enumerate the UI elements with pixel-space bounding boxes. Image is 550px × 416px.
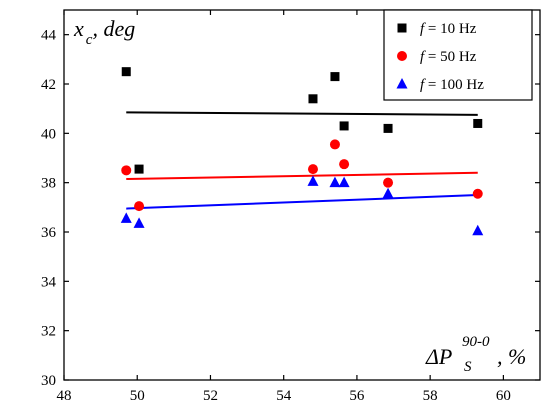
circle-point (307, 164, 318, 175)
square-point (339, 121, 349, 131)
square-point (121, 67, 131, 77)
triangle-point (133, 217, 145, 228)
square-point (308, 94, 318, 104)
circle-point (383, 177, 394, 188)
square-point (383, 123, 393, 133)
y-tick-label: 36 (41, 225, 57, 241)
circle-point (121, 165, 132, 176)
y-axis-title-suffix: , deg (92, 16, 135, 41)
triangle-point (120, 212, 132, 223)
y-tick-label: 44 (41, 28, 57, 44)
triangle-point (472, 224, 484, 236)
fit-line (126, 111, 478, 116)
fit-line (126, 171, 478, 180)
y-tick-label: 32 (41, 324, 56, 340)
circle-point (339, 159, 350, 170)
y-axis-ticks: 30 32 34 36 38 40 42 44 (41, 28, 540, 389)
legend: f = 10 Hz f = 50 Hz f = 100 Hz (383, 9, 533, 101)
circle-point (329, 139, 340, 150)
plot-frame (63, 9, 541, 381)
fit-lines (126, 111, 478, 210)
y-tick-label: 42 (41, 77, 56, 93)
y-tick-label: 38 (41, 176, 56, 192)
legend-marker (396, 78, 408, 89)
circle-point (134, 201, 145, 212)
square-point (330, 72, 340, 82)
x-tick-label: 56 (349, 388, 365, 404)
legend-label: f = 100 Hz (420, 77, 484, 93)
x-axis-title-superscript: 90-0 (462, 334, 490, 350)
circle-point (472, 188, 483, 199)
legend-marker (397, 23, 407, 33)
triangle-point (329, 176, 341, 188)
y-axis-title-main: x (73, 16, 84, 41)
x-tick-label: 58 (423, 388, 438, 404)
x-tick-label: 54 (276, 388, 292, 404)
square-point (134, 164, 144, 174)
y-tick-label: 34 (41, 274, 57, 290)
y-axis-title-subscript: c (86, 32, 93, 48)
x-tick-label: 48 (57, 388, 72, 404)
legend-box (383, 9, 533, 101)
triangle-point (307, 175, 319, 186)
y-tick-label: 40 (41, 126, 56, 142)
x-axis-title-subscript: S (464, 359, 472, 375)
x-axis-title-main: ΔP (425, 344, 452, 369)
y-axis-title: x c, deg (73, 16, 135, 48)
y-tick-label: 30 (41, 373, 56, 389)
triangle-point (338, 176, 350, 188)
fit-line (126, 194, 478, 210)
data-points (120, 67, 484, 236)
x-tick-label: 60 (496, 388, 511, 404)
triangle-point (382, 187, 394, 199)
x-axis-ticks: 48 50 52 54 56 58 60 (57, 10, 511, 404)
x-axis-title-suffix: , % (497, 344, 526, 369)
x-tick-label: 50 (130, 388, 145, 404)
x-tick-label: 52 (203, 388, 218, 404)
legend-label: f = 10 Hz (420, 21, 477, 37)
legend-marker (397, 51, 407, 61)
legend-label: f = 50 Hz (420, 49, 477, 65)
square-point (473, 118, 483, 128)
